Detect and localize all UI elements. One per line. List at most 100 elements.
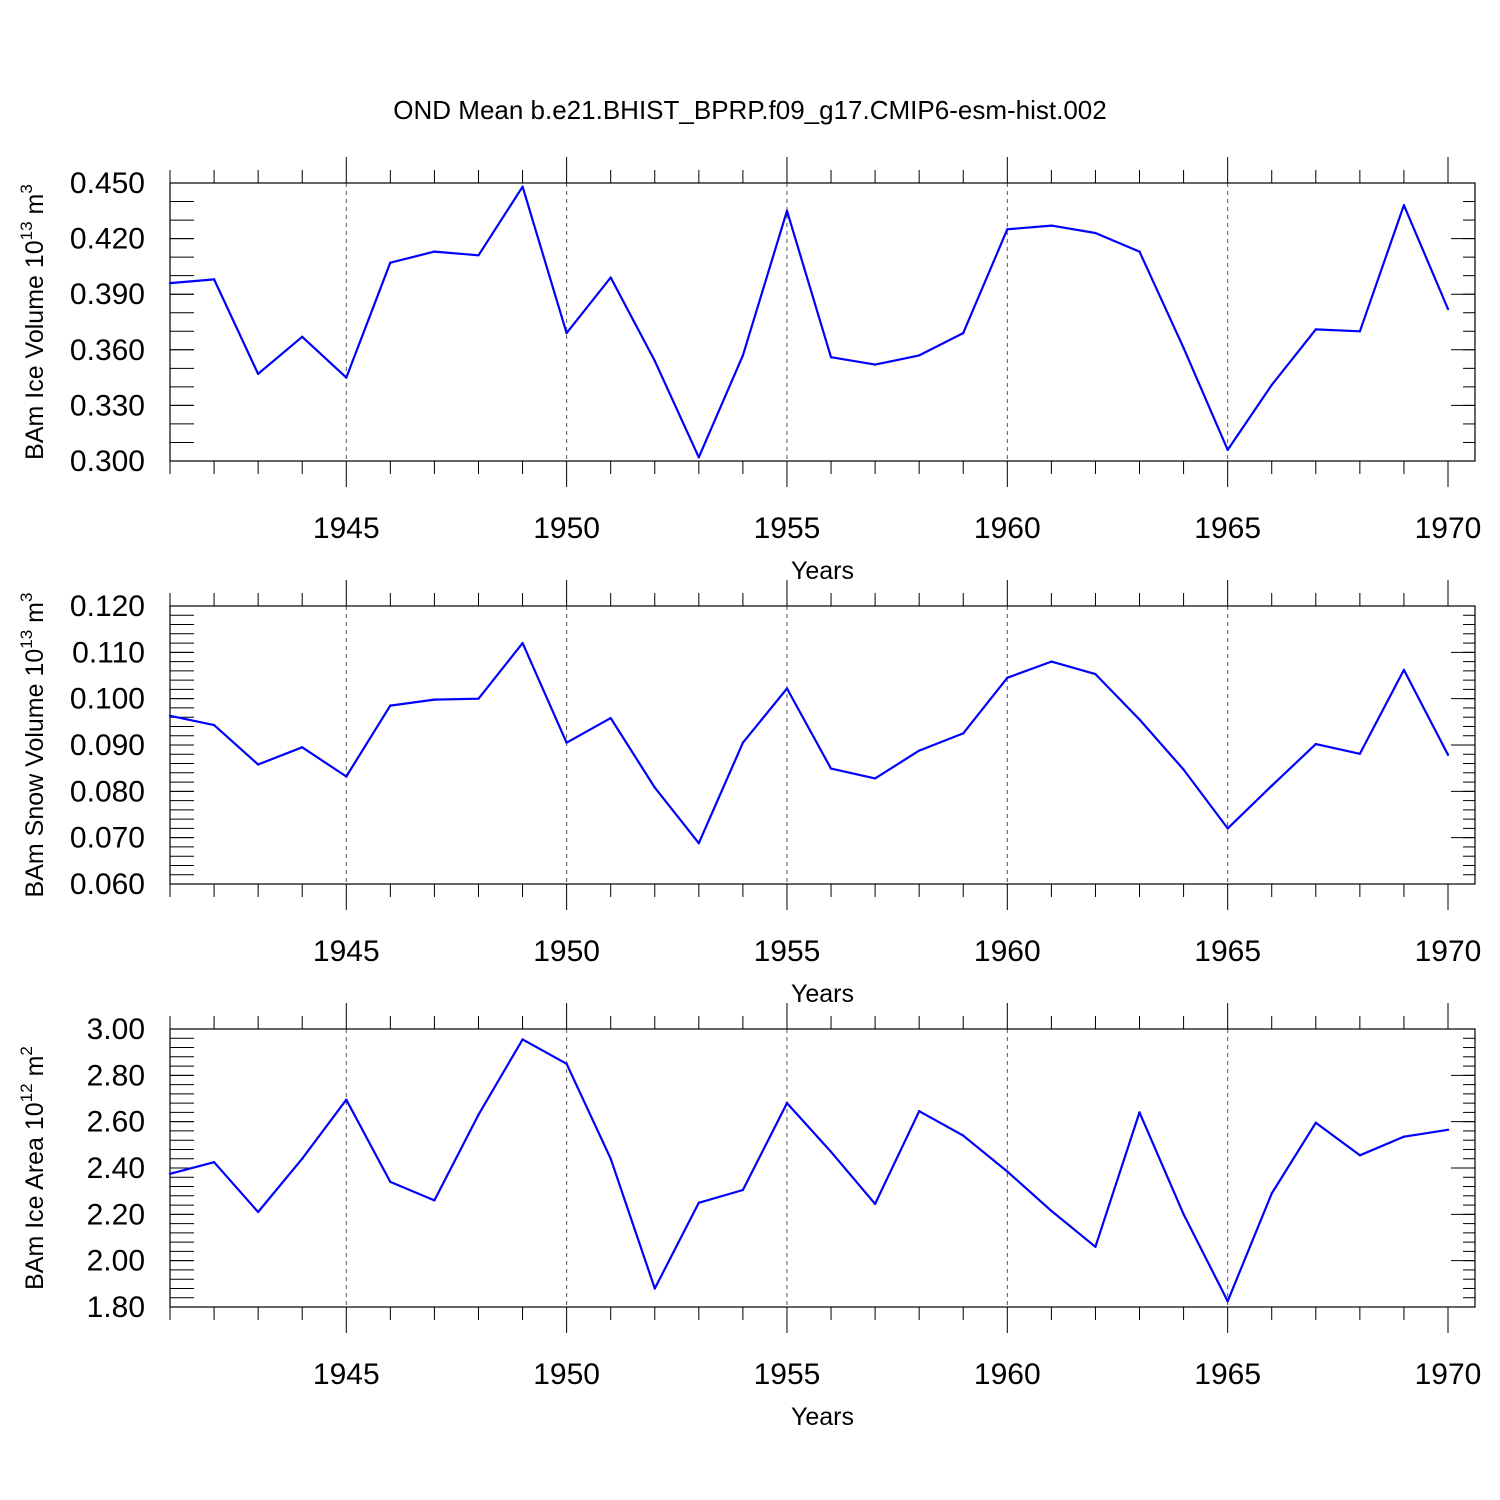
data-point	[565, 741, 568, 744]
x-tick-label: 1965	[1194, 935, 1261, 968]
y-tick-label: 2.60	[87, 1106, 145, 1139]
data-point	[741, 354, 745, 357]
y-tick-label: 0.330	[70, 389, 145, 422]
data-point	[1138, 1111, 1141, 1114]
y-tick-label: 0.110	[72, 636, 145, 669]
y-axis-label-part: BAm Snow Volume 10	[21, 649, 49, 898]
chart-panel-2: 0.060 0.070 0.080 0.090 0.100 0.110 0.120 1945 1…	[17, 580, 1481, 1008]
y-tick-label: 0.070	[70, 822, 145, 855]
x-tick-label: 1970	[1415, 935, 1482, 968]
x-tick-label: 1960	[974, 935, 1041, 968]
y-axis-label-part: m	[21, 602, 49, 630]
data-point	[1402, 204, 1406, 207]
y-tick-label: 0.100	[70, 683, 145, 716]
data-point	[1094, 1245, 1097, 1248]
y-tick-label: 0.080	[70, 775, 145, 808]
data-point	[1006, 676, 1009, 680]
data-point	[1182, 768, 1185, 771]
x-tick-label: 1955	[754, 935, 821, 968]
data-point	[1270, 1192, 1273, 1195]
data-point	[433, 1199, 436, 1202]
y-axis-label-part: BAm Ice Area 10	[21, 1102, 49, 1290]
x-tick-label: 1945	[313, 935, 380, 968]
data-point	[1402, 1135, 1406, 1138]
x-tick-label: 1970	[1415, 512, 1482, 545]
data-point	[1358, 752, 1362, 756]
data-point	[1270, 784, 1273, 787]
data-point	[1314, 328, 1317, 331]
x-axis-label: Years	[791, 980, 854, 1008]
series-line	[169, 185, 1450, 459]
data-point	[521, 641, 524, 645]
data-point	[345, 775, 348, 778]
y-tick-label: 0.090	[70, 729, 145, 762]
data-point	[609, 716, 612, 720]
data-point	[1050, 1209, 1053, 1213]
x-axis-label: Years	[791, 1403, 854, 1431]
chart-panel-3: 1.80 2.00 2.20 2.40 2.60 2.80 3.00 1945 1950 1955…	[17, 1003, 1481, 1431]
data-point	[697, 456, 701, 459]
y-axis-label: BAm Ice Volume 1013 m3	[17, 184, 49, 460]
data-point	[962, 331, 965, 335]
x-tick-label: 1960	[974, 512, 1041, 545]
chart-title: OND Mean b.e21.BHIST_BPRP.f09_g17.CMIP6-…	[393, 95, 1106, 125]
data-point	[917, 354, 921, 357]
data-point	[653, 359, 656, 363]
data-point	[521, 1038, 524, 1041]
data-point	[741, 1188, 745, 1192]
data-point	[1182, 1213, 1185, 1216]
x-tick-label: 1965	[1194, 1358, 1261, 1391]
y-tick-label: 0.360	[70, 334, 145, 367]
data-point	[785, 687, 789, 690]
y-axis-label-part: 2	[17, 1046, 36, 1055]
data-point	[917, 1110, 921, 1113]
data-point	[962, 732, 965, 735]
data-point	[741, 741, 745, 744]
data-point	[389, 1180, 392, 1184]
x-tick-label: 1945	[313, 1358, 380, 1391]
y-tick-label: 2.20	[87, 1198, 145, 1231]
y-tick-label: 2.00	[87, 1245, 145, 1278]
data-point	[1138, 250, 1141, 253]
y-axis-label-part: BAm Ice Volume 10	[21, 240, 49, 460]
data-point	[1006, 228, 1009, 231]
data-point	[212, 723, 216, 727]
series-line	[169, 641, 1449, 845]
data-point	[1006, 1170, 1009, 1173]
data-point	[565, 331, 568, 335]
data-point	[521, 185, 524, 188]
data-point	[873, 1202, 877, 1206]
y-axis-label-part: m	[21, 194, 49, 222]
y-tick-label: 1.80	[87, 1291, 145, 1324]
x-tick-label: 1950	[533, 512, 600, 545]
data-point	[168, 1172, 172, 1175]
y-tick-label: 0.300	[70, 445, 145, 478]
data-point	[1182, 346, 1185, 350]
y-axis-label-part: 13	[17, 221, 36, 240]
data-point	[345, 376, 348, 379]
x-tick-label: 1950	[533, 1358, 600, 1391]
data-point	[1358, 1154, 1362, 1157]
data-point	[609, 276, 612, 279]
x-tick-label: 1965	[1194, 512, 1261, 545]
data-point	[256, 1210, 260, 1214]
x-tick-label: 1955	[754, 512, 821, 545]
data-point	[1446, 1128, 1450, 1131]
data-point	[609, 1157, 612, 1160]
y-axis-label: BAm Ice Area 1012 m2	[17, 1046, 49, 1290]
y-tick-label: 0.120	[70, 590, 145, 623]
data-point	[477, 1113, 480, 1116]
data-point	[345, 1098, 348, 1101]
data-point	[1226, 1300, 1229, 1303]
data-point	[829, 1150, 833, 1153]
data-point	[653, 786, 656, 789]
data-point	[433, 250, 436, 253]
data-point	[1314, 1121, 1317, 1125]
y-axis-label-part: 3	[17, 184, 36, 193]
data-point	[1050, 660, 1053, 663]
y-tick-label: 2.40	[87, 1152, 145, 1185]
data-point	[256, 763, 260, 766]
data-point	[829, 767, 833, 770]
data-point	[565, 1062, 568, 1065]
